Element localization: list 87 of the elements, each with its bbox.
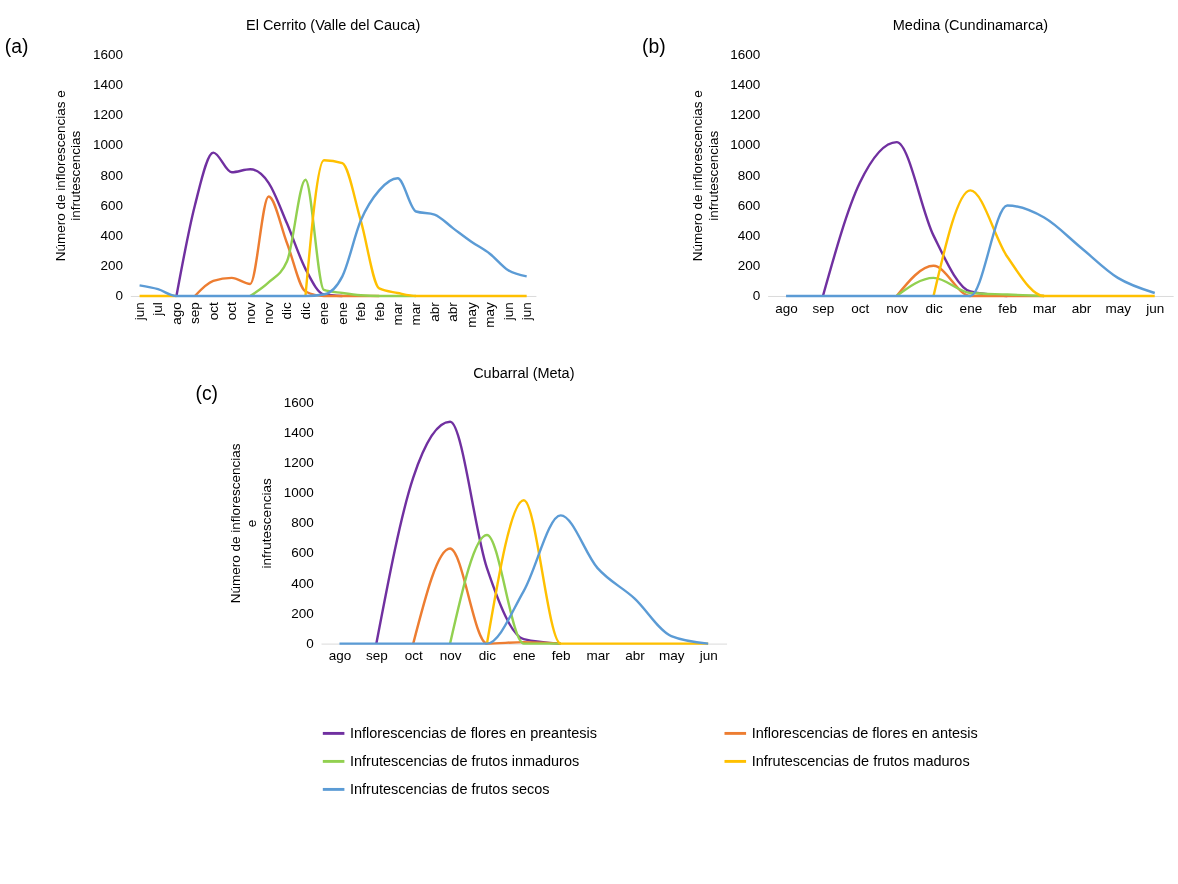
x-tick-label: oct xyxy=(224,302,240,321)
legend-label: Inflorescencias de flores en preantesis xyxy=(350,725,597,742)
y-tick-label: 800 xyxy=(100,167,124,183)
x-tick-label: feb xyxy=(551,648,571,664)
x-tick-label: abr xyxy=(445,301,461,322)
x-tick-label: oct xyxy=(404,648,423,664)
x-tick-label: abr xyxy=(625,648,646,664)
y-tick-label: 400 xyxy=(100,227,124,243)
legend-label: Infrutescencias de frutos secos xyxy=(350,781,550,798)
line-series xyxy=(338,514,710,645)
x-tick-label: abr xyxy=(426,301,442,322)
y-tick-label: 1000 xyxy=(93,137,124,153)
y-axis-title: Número de inflorescencias e infrutescencias xyxy=(690,90,721,262)
chart-title: Medina (Cundinamarca) xyxy=(892,17,1049,34)
y-tick-label: 0 xyxy=(306,635,314,651)
x-tick-label: nov xyxy=(439,648,462,664)
text: (a) xyxy=(4,35,29,57)
y-tick-label: 1600 xyxy=(283,394,314,410)
x-tick-label: ago xyxy=(168,302,184,325)
y-tick-label: 200 xyxy=(737,258,761,274)
y-tick-label: 1200 xyxy=(93,107,124,123)
x-tick-label: abr xyxy=(1071,300,1092,316)
x-tick-label: dic xyxy=(925,300,943,316)
y-tick-label: 200 xyxy=(100,258,124,274)
y-tick-label: 1200 xyxy=(730,107,761,123)
y-tick-label: 800 xyxy=(737,167,761,183)
y-tick-label: 800 xyxy=(291,515,314,531)
legend-label: Inflorescencias de flores en antesis xyxy=(751,725,978,742)
y-tick-label: 0 xyxy=(115,288,124,304)
legend-label: Infrutescencias de frutos maduros xyxy=(751,753,970,770)
y-tick-label: 1000 xyxy=(730,137,761,153)
x-tick-label: oct xyxy=(851,300,870,316)
x-tick-label: ago xyxy=(328,648,352,664)
x-tick-label: sep xyxy=(365,648,388,664)
x-tick-label: ene xyxy=(316,302,332,325)
x-tick-label: dic xyxy=(279,302,295,320)
x-tick-label: sep xyxy=(187,302,203,325)
x-tick-label: mar xyxy=(389,301,405,326)
x-tick-label: feb xyxy=(353,302,369,322)
x-tick-label: jun xyxy=(698,648,718,664)
y-tick-label: 1400 xyxy=(730,77,761,93)
y-tick-label: 1400 xyxy=(93,77,124,93)
x-tick-label: oct xyxy=(205,302,221,321)
x-tick-label: nov xyxy=(242,302,258,325)
y-tick-label: 1200 xyxy=(283,454,314,470)
x-tick-label: may xyxy=(659,648,685,664)
x-tick-label: mar xyxy=(408,301,424,326)
y-tick-label: 1400 xyxy=(283,424,314,440)
y-tick-label: 600 xyxy=(100,197,124,213)
x-tick-label: ene xyxy=(513,648,536,664)
chart-title: Cubarral (Meta) xyxy=(473,365,575,382)
x-tick-label: feb xyxy=(371,302,387,322)
chart-title: El Cerrito (Valle del Cauca) xyxy=(246,17,421,34)
x-tick-label: jun xyxy=(131,302,147,322)
x-tick-label: nov xyxy=(886,300,909,316)
y-axis-title: Número de inflorescencias e infrutescencias xyxy=(53,90,84,262)
x-tick-label: may xyxy=(482,302,498,328)
x-tick-label: jun xyxy=(1145,300,1165,316)
x-tick-label: dic xyxy=(478,648,497,664)
x-tick-label: nov xyxy=(260,302,276,325)
y-tick-label: 600 xyxy=(291,545,314,561)
y-tick-label: 200 xyxy=(291,605,314,621)
text: (b) xyxy=(642,35,666,57)
x-tick-label: mar xyxy=(1032,300,1057,316)
x-tick-label: ago xyxy=(775,300,798,316)
line-series xyxy=(784,204,1156,298)
y-tick-label: 1600 xyxy=(730,46,761,62)
text: (c) xyxy=(195,383,219,405)
x-tick-label: sep xyxy=(812,300,835,316)
x-tick-label: feb xyxy=(998,300,1018,316)
x-tick-label: jul xyxy=(150,302,166,317)
y-axis-title: Número de inflorescencias e infrutescencias xyxy=(228,443,275,604)
x-tick-label: dic xyxy=(297,302,313,320)
x-tick-label: ene xyxy=(334,302,350,325)
y-tick-label: 600 xyxy=(737,197,761,213)
y-tick-label: 1000 xyxy=(283,485,314,501)
y-tick-label: 0 xyxy=(752,288,761,304)
x-tick-label: may xyxy=(1105,300,1132,316)
y-tick-label: 1600 xyxy=(93,46,124,62)
x-tick-label: jun xyxy=(500,302,516,322)
legend-label: Infrutescencias de frutos inmaduros xyxy=(350,753,580,770)
x-tick-label: ene xyxy=(959,300,983,316)
x-tick-label: may xyxy=(463,302,479,328)
y-tick-label: 400 xyxy=(737,227,761,243)
x-tick-label: mar xyxy=(586,648,611,664)
x-tick-label: jun xyxy=(519,302,535,322)
y-tick-label: 400 xyxy=(291,575,314,591)
